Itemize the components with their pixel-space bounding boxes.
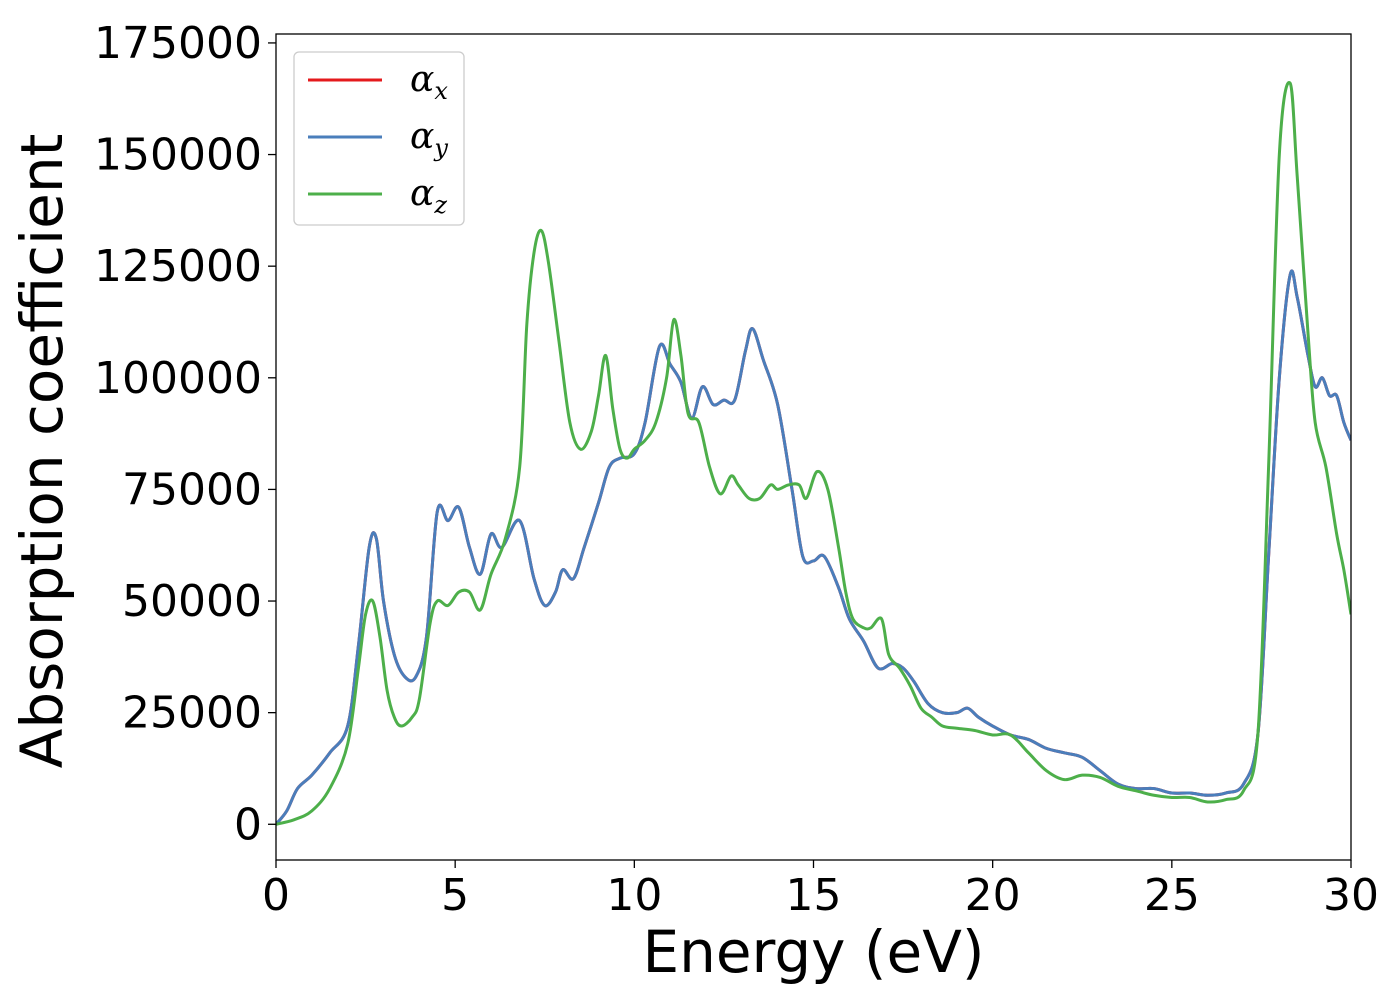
y-tick-label: 25000 [122, 688, 262, 739]
y-tick-label: 125000 [94, 241, 262, 292]
x-tick-label: 25 [1144, 870, 1200, 921]
legend-label-y: αy [410, 116, 448, 162]
series-line-z [276, 80, 1351, 826]
y-axis-label: Absorption coefficient [8, 134, 76, 769]
y-tick-label: 150000 [94, 130, 262, 181]
y-tick-label: 175000 [94, 18, 262, 69]
series-line-y [276, 269, 1351, 826]
x-axis-label: Energy (eV) [642, 918, 984, 986]
series-layer [276, 80, 1351, 826]
y-tick-label: 75000 [122, 464, 262, 515]
x-tick-label: 10 [606, 870, 662, 921]
x-tick-label: 0 [262, 870, 290, 921]
legend: αx αy αz [293, 51, 465, 226]
legend-label-z: αz [410, 173, 447, 219]
legend-label-x: αx [410, 59, 448, 105]
x-tick-label: 15 [786, 870, 842, 921]
x-tick-label: 5 [441, 870, 469, 921]
y-tick-label: 100000 [94, 353, 262, 404]
y-tick-label: 0 [234, 799, 262, 850]
x-tick-label: 30 [1323, 870, 1379, 921]
x-tick-label: 20 [965, 870, 1021, 921]
y-tick-label: 50000 [122, 576, 262, 627]
series-line-x [276, 269, 1351, 826]
axes-layer: 0 5 10 15 20 25 30 0 25000 50000 75000 100000 125000… [94, 18, 1379, 921]
